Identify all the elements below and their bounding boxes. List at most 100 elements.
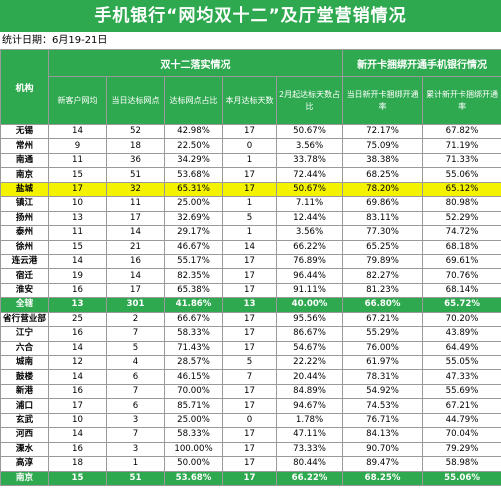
stat-date: 统计日期：6月19-21日 <box>2 35 108 46</box>
table-cell: 80.98% <box>422 196 501 212</box>
table-cell: 7 <box>106 427 165 443</box>
table-cell: 33.78% <box>275 152 344 169</box>
table-row: 高淳 18 1 50.00% 17 80.44% 89.47% 58.98% <box>0 456 501 472</box>
table-cell: 55.05% <box>422 354 501 371</box>
table-cell: 42.98% <box>164 123 223 140</box>
table-cell: 71.33% <box>422 152 501 169</box>
org-name: 河西 <box>0 427 49 443</box>
table-cell: 7 <box>106 326 165 342</box>
table-cell: 50.00% <box>164 456 223 472</box>
table-row: 浦口 17 6 85.71% 17 94.67% 74.53% 67.21% <box>0 398 501 414</box>
table-cell: 16 <box>48 282 107 299</box>
table-cell: 13 <box>48 297 107 313</box>
table-cell: 32.69% <box>164 210 223 227</box>
header-group-double-twelve: 双十二落实情况 <box>47 49 344 77</box>
table-cell: 0 <box>222 412 277 429</box>
table-cell: 17 <box>222 456 277 472</box>
org-name: 连云港 <box>0 253 49 270</box>
table-cell: 22.22% <box>275 354 344 371</box>
header-col: 本月达标天数 <box>222 76 277 125</box>
table-cell: 1 <box>222 152 277 169</box>
table-cell: 52.29% <box>422 210 501 227</box>
table-cell: 18 <box>48 456 107 472</box>
table-cell: 9 <box>48 138 107 154</box>
table-row: 省行营业部 25 2 66.67% 17 95.56% 67.21% 70.20% <box>0 311 501 328</box>
org-name: 溧水 <box>0 441 49 458</box>
table-cell: 66.80% <box>342 297 424 313</box>
table-cell: 17 <box>106 282 165 299</box>
table-cell: 47.33% <box>422 369 501 385</box>
table-cell: 81.23% <box>342 282 424 299</box>
table-cell: 1.78% <box>275 412 344 429</box>
table-cell: 19 <box>48 268 107 284</box>
table-cell: 52 <box>106 123 165 140</box>
table-cell: 44.79% <box>422 412 501 429</box>
table-cell: 1 <box>222 196 277 212</box>
table-row: 江宁 16 7 58.33% 17 86.67% 55.29% 43.89% <box>0 326 501 342</box>
table-cell: 17 <box>222 340 277 357</box>
org-name: 江宁 <box>0 326 49 342</box>
table-cell: 5 <box>222 354 277 371</box>
table-cell: 17 <box>48 181 107 198</box>
header-col: 新客户网均 <box>48 76 107 125</box>
table-cell: 51 <box>106 470 165 486</box>
table-cell: 14 <box>48 427 107 443</box>
table-cell: 67.21% <box>422 398 501 414</box>
table-cell: 71.19% <box>422 138 501 154</box>
table-cell: 17 <box>222 253 277 270</box>
table-cell: 72.17% <box>342 123 424 140</box>
table-cell: 74.72% <box>422 225 501 241</box>
table-cell: 58.33% <box>164 427 223 443</box>
table-cell: 25 <box>48 311 107 328</box>
table-cell: 3.56% <box>275 138 344 154</box>
table-cell: 40.00% <box>275 297 344 313</box>
table-cell: 17 <box>106 210 165 227</box>
table-cell: 75.09% <box>342 138 424 154</box>
table-row: 宿迁 19 14 82.35% 17 96.44% 82.27% 70.76% <box>0 268 501 284</box>
table-cell: 29.17% <box>164 225 223 241</box>
table-body: 无锡 14 52 42.98% 17 50.67% 72.17% 67.82% 常州 9 18 22.… <box>0 123 501 486</box>
table-cell: 16 <box>48 326 107 342</box>
org-name: 玄武 <box>0 412 49 429</box>
org-name: 全辖 <box>0 297 49 313</box>
table-row: 河西 14 7 58.33% 17 47.11% 84.13% 70.04% <box>0 427 501 443</box>
table-cell: 61.97% <box>342 354 424 371</box>
table-cell: 11 <box>48 225 107 241</box>
table-row: 南京 15 51 53.68% 17 72.44% 68.25% 55.06% <box>0 167 501 183</box>
table-cell: 17 <box>222 326 277 342</box>
table-cell: 46.67% <box>164 239 223 255</box>
table-cell: 82.27% <box>342 268 424 284</box>
table-cell: 7 <box>222 369 277 385</box>
table-cell: 66.22% <box>275 239 344 255</box>
table-cell: 66.67% <box>164 311 223 328</box>
table-cell: 94.67% <box>275 398 344 414</box>
table-cell: 5 <box>222 210 277 227</box>
table-row: 玄武 10 3 25.00% 0 1.78% 76.71% 44.79% <box>0 412 501 429</box>
table-cell: 83.11% <box>342 210 424 227</box>
org-name: 高淳 <box>0 456 49 472</box>
table-cell: 14 <box>106 268 165 284</box>
table-row: 鼓楼 14 6 46.15% 7 20.44% 78.31% 47.33% <box>0 369 501 385</box>
table-cell: 68.18% <box>422 239 501 255</box>
table-cell: 10 <box>48 196 107 212</box>
table-cell: 74.53% <box>342 398 424 414</box>
table-cell: 79.89% <box>342 253 424 270</box>
table-cell: 91.11% <box>275 282 344 299</box>
table-cell: 68.25% <box>342 167 424 183</box>
table-cell: 15 <box>48 470 107 486</box>
table-cell: 90.70% <box>342 441 424 458</box>
header-org: 机构 <box>0 49 49 125</box>
org-name: 南通 <box>0 152 49 169</box>
table-cell: 65.25% <box>342 239 424 255</box>
table-cell: 78.31% <box>342 369 424 385</box>
table-cell: 71.43% <box>164 340 223 357</box>
table-cell: 54.67% <box>275 340 344 357</box>
table-cell: 15 <box>48 239 107 255</box>
org-name: 徐州 <box>0 239 49 255</box>
table-cell: 79.29% <box>422 441 501 458</box>
table-cell: 0 <box>222 138 277 154</box>
table-cell: 17 <box>222 441 277 458</box>
table-cell: 70.04% <box>422 427 501 443</box>
table-cell: 13 <box>222 297 277 313</box>
table-cell: 65.12% <box>422 181 501 198</box>
